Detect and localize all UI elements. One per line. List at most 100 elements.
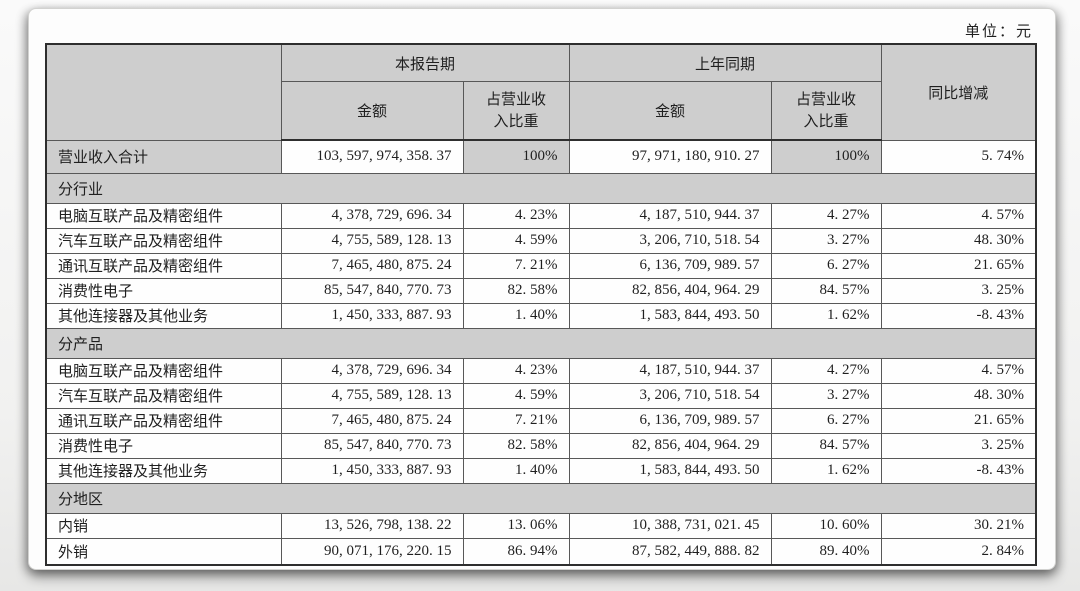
current-share-cell: 13. 06% — [462, 512, 570, 539]
row-label-cell: 电脑互联产品及精密组件 — [45, 202, 282, 229]
prior-amount-cell: 3, 206, 710, 518. 54 — [568, 382, 772, 409]
current-period-header: 本报告期 — [280, 43, 570, 82]
yoy-cell: 4. 57% — [880, 202, 1037, 229]
report-page: 单位：元 本报告期 上年同期 同比增减 金额 占营业收入比重 — [28, 8, 1056, 570]
yoy-cell: 3. 25% — [880, 277, 1037, 304]
current-amount-cell: 85, 547, 840, 770. 73 — [280, 277, 464, 304]
current-share-cell: 1. 40% — [462, 457, 570, 484]
yoy-cell: 3. 25% — [880, 432, 1037, 459]
table-row: 其他连接器及其他业务 1, 450, 333, 887. 93 1. 40% 1, 5… — [45, 457, 1037, 484]
prior-amount-cell: 10, 388, 731, 021. 45 — [568, 512, 772, 539]
yoy-cell: 2. 84% — [880, 537, 1037, 566]
prior-amount-cell: 4, 187, 510, 944. 37 — [568, 202, 772, 229]
table-row: 通讯互联产品及精密组件 7, 465, 480, 875. 24 7. 21% 6, … — [45, 407, 1037, 434]
prior-share-cell: 6. 27% — [770, 252, 882, 279]
table-row: 外销 90, 071, 176, 220. 15 86. 94% 87, 582, 4… — [45, 537, 1037, 566]
table-row: 其他连接器及其他业务 1, 450, 333, 887. 93 1. 40% 1, 5… — [45, 302, 1037, 329]
section-title-cell: 分行业 — [45, 172, 1037, 204]
section-title-cell: 分地区 — [45, 482, 1037, 514]
current-share-header-label: 占营业收入比重 — [485, 91, 546, 130]
current-share-cell: 4. 59% — [462, 382, 570, 409]
row-label-cell: 其他连接器及其他业务 — [45, 302, 282, 329]
current-amount-cell: 4, 755, 589, 128. 13 — [280, 227, 464, 254]
current-amount-cell: 4, 378, 729, 696. 34 — [280, 357, 464, 384]
row-label-cell: 汽车互联产品及精密组件 — [45, 382, 282, 409]
table-row: 汽车互联产品及精密组件 4, 755, 589, 128. 13 4. 59% 3, … — [45, 382, 1037, 409]
revenue-breakdown-table: 本报告期 上年同期 同比增减 金额 占营业收入比重 金额 占营业收入比重 营业收… — [45, 43, 1038, 566]
current-amount-cell: 85, 547, 840, 770. 73 — [280, 432, 464, 459]
prior-share-cell: 3. 27% — [770, 382, 882, 409]
current-amount-cell: 103, 597, 974, 358. 37 — [280, 139, 464, 174]
prior-amount-cell: 82, 856, 404, 964. 29 — [568, 277, 772, 304]
row-label-cell: 汽车互联产品及精密组件 — [45, 227, 282, 254]
row-label-cell: 通讯互联产品及精密组件 — [45, 252, 282, 279]
yoy-cell: 4. 57% — [880, 357, 1037, 384]
current-amount-cell: 90, 071, 176, 220. 15 — [280, 537, 464, 566]
current-share-cell: 4. 23% — [462, 357, 570, 384]
table-header-row-2: 金额 占营业收入比重 金额 占营业收入比重 — [46, 81, 1036, 141]
row-label-cell: 消费性电子 — [45, 277, 282, 304]
current-amount-cell: 4, 378, 729, 696. 34 — [280, 202, 464, 229]
prior-share-cell: 1. 62% — [770, 302, 882, 329]
current-share-cell: 4. 59% — [462, 227, 570, 254]
current-share-cell: 86. 94% — [462, 537, 570, 566]
table-row: 内销 13, 526, 798, 138. 22 13. 06% 10, 388, 7… — [45, 512, 1037, 539]
row-label-cell: 电脑互联产品及精密组件 — [45, 357, 282, 384]
yoy-cell: 5. 74% — [880, 139, 1037, 174]
corner-cell — [45, 43, 282, 141]
section-title-cell: 分产品 — [45, 327, 1037, 359]
current-amount-cell: 1, 450, 333, 887. 93 — [280, 457, 464, 484]
current-amount-header: 金额 — [280, 81, 464, 141]
table-row: 电脑互联产品及精密组件 4, 378, 729, 696. 34 4. 23% 4, … — [45, 357, 1037, 384]
yoy-cell: -8. 43% — [880, 302, 1037, 329]
total-revenue-row: 营业收入合计 103, 597, 974, 358. 37 100% 97, 971,… — [45, 139, 1037, 174]
current-share-cell: 82. 58% — [462, 277, 570, 304]
prior-share-cell: 1. 62% — [770, 457, 882, 484]
yoy-cell: 21. 65% — [880, 252, 1037, 279]
prior-period-header: 上年同期 — [568, 43, 882, 82]
prior-amount-cell: 6, 136, 709, 989. 57 — [568, 407, 772, 434]
prior-share-cell: 84. 57% — [770, 277, 882, 304]
table-row: 消费性电子 85, 547, 840, 770. 73 82. 58% 82, 856… — [45, 432, 1037, 459]
current-amount-cell: 7, 465, 480, 875. 24 — [280, 407, 464, 434]
table-row: 电脑互联产品及精密组件 4, 378, 729, 696. 34 4. 23% 4, … — [45, 202, 1037, 229]
row-label-cell: 其他连接器及其他业务 — [45, 457, 282, 484]
section-title-row: 分地区 — [45, 482, 1037, 514]
table-row: 通讯互联产品及精密组件 7, 465, 480, 875. 24 7. 21% 6, … — [45, 252, 1037, 279]
current-share-cell: 1. 40% — [462, 302, 570, 329]
table-body: 营业收入合计 103, 597, 974, 358. 37 100% 97, 971,… — [45, 139, 1037, 566]
prior-share-cell: 10. 60% — [770, 512, 882, 539]
yoy-cell: 21. 65% — [880, 407, 1037, 434]
prior-share-cell: 84. 57% — [770, 432, 882, 459]
current-amount-cell: 13, 526, 798, 138. 22 — [280, 512, 464, 539]
row-label-cell: 通讯互联产品及精密组件 — [45, 407, 282, 434]
current-share-cell: 4. 23% — [462, 202, 570, 229]
prior-share-cell: 100% — [770, 139, 882, 174]
table-row: 消费性电子 85, 547, 840, 770. 73 82. 58% 82, 856… — [45, 277, 1037, 304]
current-amount-cell: 7, 465, 480, 875. 24 — [280, 252, 464, 279]
current-share-cell: 7. 21% — [462, 407, 570, 434]
prior-amount-cell: 3, 206, 710, 518. 54 — [568, 227, 772, 254]
prior-share-cell: 4. 27% — [770, 357, 882, 384]
row-label-cell: 营业收入合计 — [45, 139, 282, 174]
prior-share-header-label: 占营业收入比重 — [796, 91, 857, 130]
current-amount-cell: 1, 450, 333, 887. 93 — [280, 302, 464, 329]
yoy-cell: 48. 30% — [880, 227, 1037, 254]
prior-amount-cell: 97, 971, 180, 910. 27 — [568, 139, 772, 174]
current-share-cell: 100% — [462, 139, 570, 174]
yoy-cell: -8. 43% — [880, 457, 1037, 484]
prior-share-cell: 4. 27% — [770, 202, 882, 229]
unit-label: 单位：元 — [964, 24, 1033, 40]
section-title-row: 分产品 — [45, 327, 1037, 359]
table-header: 本报告期 上年同期 同比增减 金额 占营业收入比重 金额 占营业收入比重 — [45, 43, 1037, 141]
row-label-cell: 消费性电子 — [45, 432, 282, 459]
yoy-cell: 48. 30% — [880, 382, 1037, 409]
prior-amount-cell: 82, 856, 404, 964. 29 — [568, 432, 772, 459]
yoy-cell: 30. 21% — [880, 512, 1037, 539]
yoy-header: 同比增减 — [880, 43, 1037, 141]
prior-share-cell: 6. 27% — [770, 407, 882, 434]
prior-share-cell: 3. 27% — [770, 227, 882, 254]
row-label-cell: 内销 — [45, 512, 282, 539]
current-share-header: 占营业收入比重 — [462, 81, 570, 141]
